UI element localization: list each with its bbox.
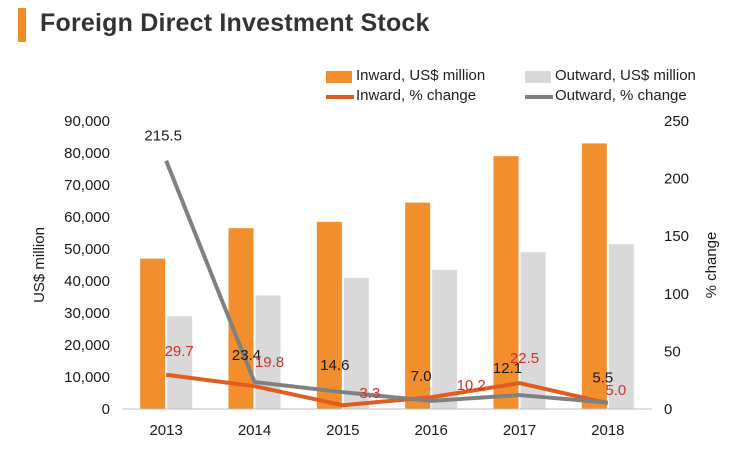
y2-tick-label: 0 [664, 401, 672, 418]
data-label-inward: 10.2 [457, 377, 486, 394]
x-tick-label: 2013 [149, 422, 182, 439]
bar-inward [140, 258, 166, 409]
bar-inward [405, 202, 431, 409]
data-label-inward: 29.7 [165, 343, 194, 360]
legend-label-outward-bar: Outward, US$ million [555, 67, 696, 84]
line-outward-change [164, 160, 609, 405]
legend-swatch-inward-line [326, 95, 354, 99]
legend-label-inward-bar: Inward, US$ million [356, 67, 486, 84]
y-tick-label: 90,000 [64, 113, 110, 130]
line-inward-change [165, 372, 609, 408]
data-label-inward: 5.0 [605, 382, 626, 399]
y-axis-title: US$ million [31, 227, 48, 303]
y-tick-label: 20,000 [64, 337, 110, 354]
y2-tick-label: 250 [664, 113, 689, 130]
y-tick-label: 80,000 [64, 145, 110, 162]
data-label-outward: 23.4 [232, 347, 261, 364]
legend-label-outward-line: Outward, % change [555, 87, 687, 104]
y-tick-label: 40,000 [64, 273, 110, 290]
y-tick-label: 50,000 [64, 241, 110, 258]
y-tick-label: 30,000 [64, 305, 110, 322]
data-label-inward: 19.8 [255, 354, 284, 371]
bar-inward [581, 143, 607, 409]
bar-outward [608, 244, 634, 409]
y2-tick-label: 100 [664, 286, 689, 303]
bar-outward [343, 277, 369, 409]
y-tick-label: 60,000 [64, 209, 110, 226]
bar-inward [316, 221, 342, 409]
title-accent-bar [18, 8, 26, 42]
x-tick-label: 2017 [503, 422, 536, 439]
data-label-inward: 3.3 [359, 385, 380, 402]
x-tick-label: 2018 [591, 422, 624, 439]
data-label-outward: 7.0 [411, 368, 432, 385]
y-tick-label: 0 [102, 401, 110, 418]
y2-tick-label: 200 [664, 171, 689, 188]
legend-swatch-inward-bar [326, 71, 352, 83]
x-tick-label: 2014 [238, 422, 271, 439]
bar-inward [493, 156, 519, 409]
y-tick-label: 10,000 [64, 369, 110, 386]
legend-swatch-outward-line [525, 95, 553, 99]
data-label-outward: 14.6 [320, 357, 349, 374]
y2-tick-label: 50 [664, 343, 681, 360]
legend: Inward, US$ million Outward, US$ million… [0, 0, 750, 110]
x-tick-label: 2016 [414, 422, 447, 439]
y2-tick-label: 150 [664, 228, 689, 245]
y-tick-label: 70,000 [64, 177, 110, 194]
data-label-outward: 215.5 [144, 128, 182, 145]
data-label-outward: 12.1 [493, 360, 522, 377]
legend-swatch-outward-bar [525, 71, 551, 83]
x-tick-label: 2015 [326, 422, 359, 439]
data-label-outward: 5.5 [592, 370, 613, 387]
legend-label-inward-line: Inward, % change [356, 87, 477, 104]
data-label-inward: 22.5 [510, 350, 539, 367]
bar-inward [228, 228, 254, 409]
bar-outward [167, 316, 193, 409]
bar-outward [432, 269, 458, 409]
y2-axis-title: % change [703, 232, 720, 299]
chart-title: Foreign Direct Investment Stock [40, 9, 430, 37]
